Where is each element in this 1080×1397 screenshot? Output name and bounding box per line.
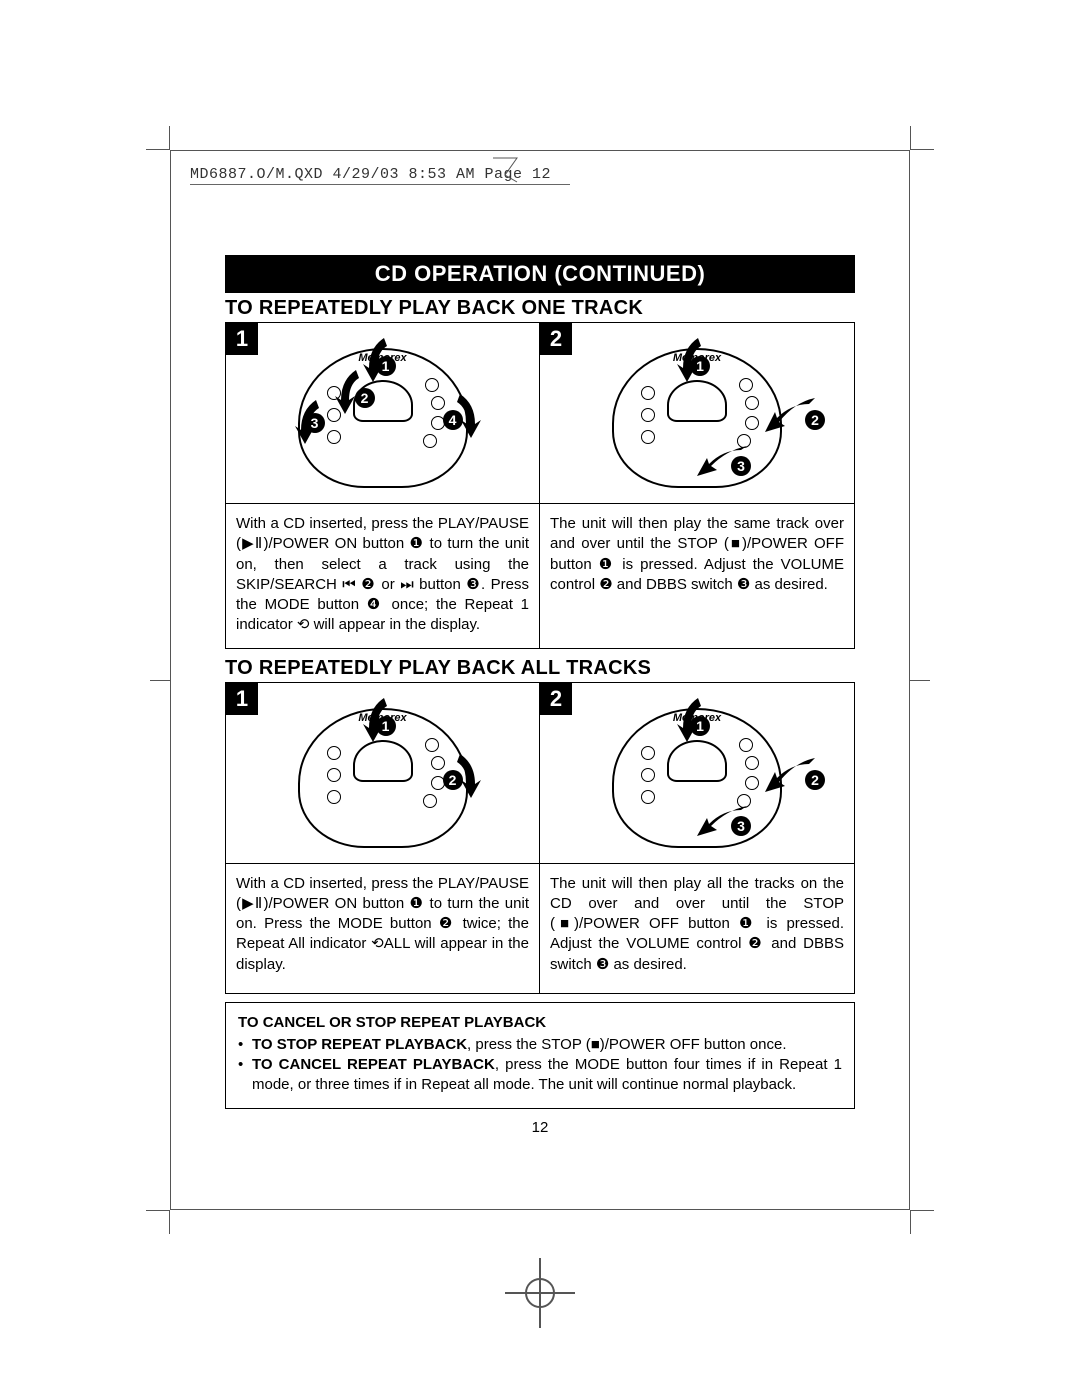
- crop-mark: [910, 680, 930, 681]
- callout-number: 1: [690, 356, 710, 376]
- callout-number: 1: [376, 356, 396, 376]
- step-panel: 1 Memorex 1 2: [225, 682, 540, 994]
- callout-number: 2: [805, 410, 825, 430]
- section-one-panels: 1 Memorex 1 2: [225, 322, 855, 649]
- section-title-repeat-all: TO REPEATEDLY PLAY BACK ALL TRACKS: [225, 657, 855, 680]
- cd-player-illustration: Memorex 1 2 3 4: [226, 323, 539, 503]
- step-number-box: 2: [540, 323, 572, 355]
- page-fold-icon: [490, 155, 520, 185]
- cd-player-illustration: Memorex 1 2: [226, 683, 539, 863]
- callout-number: 1: [690, 716, 710, 736]
- section-title-repeat-one: TO REPEATEDLY PLAY BACK ONE TRACK: [225, 297, 855, 320]
- step-number-box: 2: [540, 683, 572, 715]
- notes-item: TO STOP REPEAT PLAYBACK, press the STOP …: [238, 1035, 842, 1055]
- page-content: CD OPERATION (CONTINUED) TO REPEATEDLY P…: [225, 255, 855, 1136]
- step-text: With a CD inserted, press the PLAY/PAUSE…: [226, 863, 539, 993]
- callout-number: 2: [443, 770, 463, 790]
- callout-number: 3: [305, 413, 325, 433]
- step-panel: 2 Memorex 1 2: [540, 322, 855, 649]
- crop-mark: [150, 680, 170, 681]
- callout-number: 2: [355, 388, 375, 408]
- notes-item-lead: TO STOP REPEAT PLAYBACK: [252, 1036, 467, 1053]
- crop-mark: [146, 1210, 170, 1234]
- page-number: 12: [225, 1119, 855, 1136]
- step-panel: 1 Memorex 1 2: [225, 322, 540, 649]
- callout-number: 1: [376, 716, 396, 736]
- callout-number: 3: [731, 816, 751, 836]
- step-number-box: 1: [226, 683, 258, 715]
- title-bar: CD OPERATION (CONTINUED): [225, 255, 855, 293]
- notes-item: TO CANCEL REPEAT PLAYBACK, press the MOD…: [238, 1055, 842, 1096]
- step-panel: 2 Memorex 1 2: [540, 682, 855, 994]
- notes-box: TO CANCEL OR STOP REPEAT PLAYBACK TO STO…: [225, 1002, 855, 1109]
- cd-player-illustration: Memorex 1 2 3: [540, 323, 854, 503]
- notes-item-rest: , press the STOP (■)/POWER OFF button on…: [467, 1036, 786, 1053]
- crop-mark: [910, 126, 934, 150]
- callout-number: 3: [731, 456, 751, 476]
- step-text: The unit will then play the same track o…: [540, 503, 854, 633]
- notes-item-lead: TO CANCEL REPEAT PLAYBACK: [252, 1056, 495, 1073]
- cd-player-illustration: Memorex 1 2 3: [540, 683, 854, 863]
- crop-mark: [146, 126, 170, 150]
- registration-mark-icon: [515, 1268, 565, 1318]
- step-text: The unit will then play all the tracks o…: [540, 863, 854, 993]
- section-two-panels: 1 Memorex 1 2: [225, 682, 855, 994]
- step-text: With a CD inserted, press the PLAY/PAUSE…: [226, 503, 539, 648]
- step-number-box: 1: [226, 323, 258, 355]
- notes-title: TO CANCEL OR STOP REPEAT PLAYBACK: [238, 1013, 842, 1033]
- callout-number: 2: [805, 770, 825, 790]
- callout-number: 4: [443, 410, 463, 430]
- crop-mark: [910, 1210, 934, 1234]
